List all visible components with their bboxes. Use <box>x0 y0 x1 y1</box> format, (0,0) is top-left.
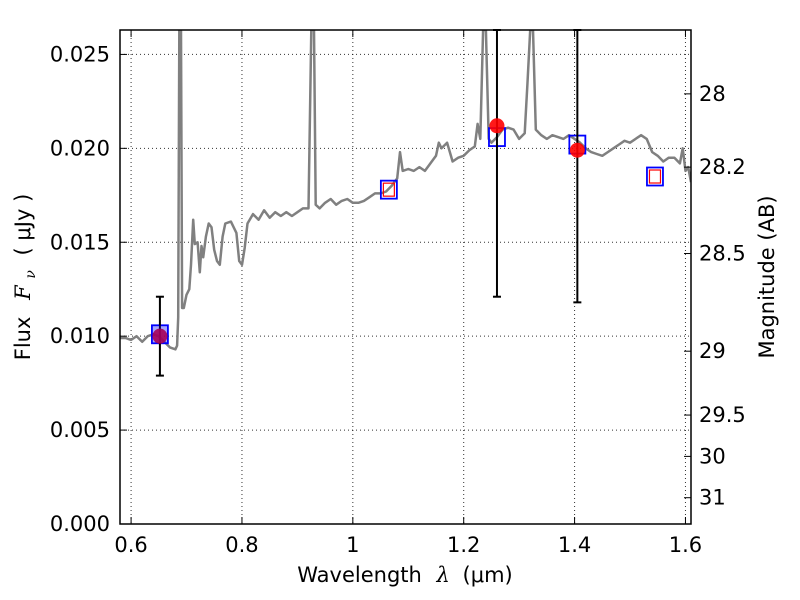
y-tick-label: 0.005 <box>50 418 110 442</box>
x-tick-label: 0.6 <box>114 533 147 557</box>
x-tick-label: 1.2 <box>447 533 480 557</box>
plot-frame <box>119 29 692 525</box>
y2-tick-label: 29 <box>699 339 726 363</box>
y2-tick-label: 30 <box>699 444 726 468</box>
errorbar-layer <box>151 29 585 377</box>
y-axis-label-unit: ( μJy ) <box>11 194 35 256</box>
y-tick-label: 0.010 <box>50 324 110 348</box>
x-tick-label: 1.4 <box>558 533 591 557</box>
y2-axis-label: Magnitude (AB) <box>755 195 779 358</box>
observed-flux-box <box>382 182 395 197</box>
y2-tick-label: 28.5 <box>699 242 746 266</box>
y2-tick-label: 28.2 <box>699 155 746 179</box>
y-axis-label-text: Flux <box>11 317 35 361</box>
observed-flux-point <box>152 328 168 344</box>
y2-tick-label: 29.5 <box>699 403 746 427</box>
observed-flux-box <box>648 169 662 184</box>
x-tick-label: 1.6 <box>669 533 702 557</box>
x-axis-label: Wavelength λ (μm) <box>297 563 512 587</box>
y2-axis: 28 28.2 28.5 29 29.5 30 31 <box>684 82 746 510</box>
x-tick-label: 0.8 <box>225 533 258 557</box>
y2-tick-label: 28 <box>699 82 726 106</box>
model-flux-box <box>646 166 664 187</box>
y-tick-label: 0.025 <box>50 42 110 66</box>
y-axis-label-symbol: F <box>11 284 35 301</box>
model-flux-box <box>379 179 398 200</box>
y-tick-label: 0.015 <box>50 230 110 254</box>
y-axis-label: Flux F ν ( μJy ) <box>11 194 40 361</box>
x-tick-label: 1 <box>346 533 359 557</box>
y2-tick-label: 31 <box>699 486 726 510</box>
y-axis-label-subscript: ν <box>23 270 39 279</box>
x-axis-label-symbol: λ <box>436 563 450 587</box>
overlap-tint <box>151 325 168 344</box>
x-axis-label-text: Wavelength <box>297 563 422 587</box>
plot-area <box>120 30 691 524</box>
observed-flux-point <box>489 118 505 134</box>
y-axis: 0.000 0.005 0.010 0.015 0.020 0.025 <box>50 42 127 536</box>
observed-flux-point <box>569 142 585 158</box>
y-tick-label: 0.020 <box>50 136 110 160</box>
x-axis: 0.6 0.8 1 1.2 1.4 1.6 <box>114 30 702 557</box>
x-axis-label-unit: (μm) <box>463 563 513 587</box>
y-tick-label: 0.000 <box>50 512 110 536</box>
